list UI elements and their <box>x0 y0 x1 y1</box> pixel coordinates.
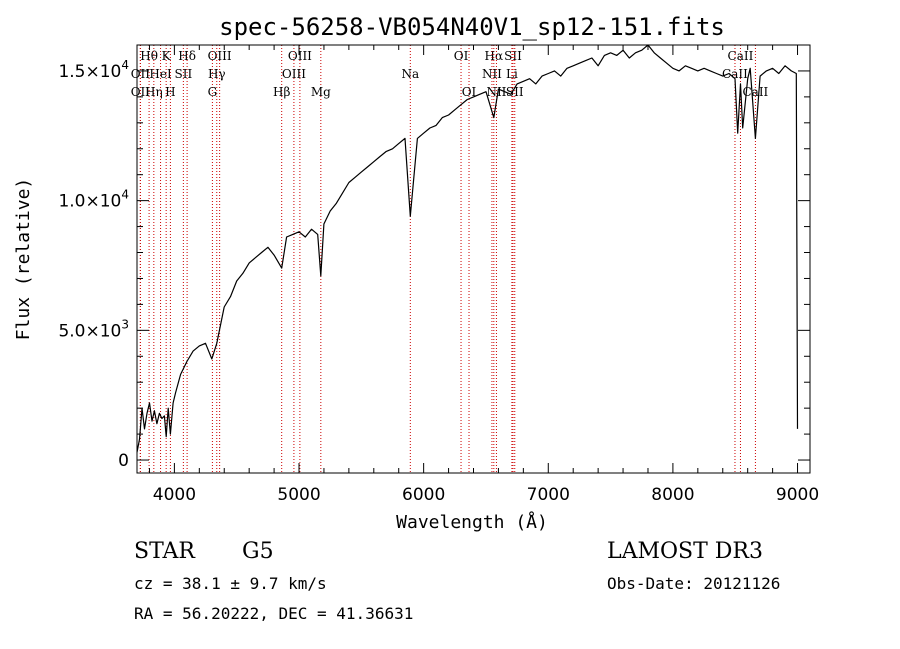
line-label: SII <box>504 49 522 63</box>
line-label: NII <box>482 67 502 81</box>
line-label: NII <box>486 85 506 99</box>
y-tick-label: 5.0×103 <box>58 317 129 341</box>
plot-frame <box>136 44 811 474</box>
chart-title: spec-56258-VB054N40V1_sp12-151.fits <box>219 13 725 41</box>
line-label: CaII <box>742 85 768 99</box>
line-label: OIII <box>208 49 232 63</box>
obs-date: Obs-Date: 20121126 <box>607 574 781 593</box>
survey-name: LAMOST DR3 <box>607 539 763 564</box>
line-label: OII <box>131 85 151 99</box>
y-tick-mantissa: 1.0×10 <box>58 192 121 212</box>
line-label: Hβ <box>273 85 290 99</box>
redshift-cz: cz = 38.1 ± 9.7 km/s <box>134 574 327 593</box>
line-label: OI <box>462 85 477 99</box>
line-label: Hη <box>145 85 163 99</box>
coordinates: RA = 56.20222, DEC = 41.36631 <box>134 604 414 623</box>
y-tick-label: 1.5×104 <box>58 58 129 82</box>
line-label: H <box>165 85 175 99</box>
line-label: K <box>162 49 172 63</box>
axis-ticks: 4000 5000 6000 7000 8000 900005.0×1031.0×1041… <box>58 45 819 505</box>
line-label: Na <box>401 67 419 81</box>
line-label: SII <box>506 85 524 99</box>
y-tick-mantissa: 0 <box>118 451 129 471</box>
object-class: STAR <box>134 539 195 564</box>
line-label: OI <box>454 49 469 63</box>
line-label: HeI <box>149 67 172 81</box>
line-label: Mg <box>311 85 331 99</box>
line-label: Hδ <box>178 49 196 63</box>
line-label: Hθ <box>140 49 158 63</box>
x-tick-label: 9000 <box>776 485 819 505</box>
y-tick-label: 0 <box>118 451 129 471</box>
x-tick-label: 4000 <box>153 485 196 505</box>
y-tick-exponent: 4 <box>121 188 129 202</box>
x-tick-label: 8000 <box>651 485 694 505</box>
line-label: OIII <box>282 67 306 81</box>
y-tick-mantissa: 5.0×10 <box>58 321 121 341</box>
line-label: CaII <box>728 49 754 63</box>
line-label: OIII <box>288 49 312 63</box>
line-label: Hγ <box>208 67 226 81</box>
y-tick-exponent: 3 <box>121 317 129 331</box>
line-label: Li <box>506 67 518 81</box>
line-label: G <box>208 85 218 99</box>
x-axis-label: Wavelength (Å) <box>396 511 548 533</box>
spectrum <box>136 44 799 453</box>
x-tick-label: 6000 <box>402 485 445 505</box>
line-label: Hα <box>485 49 504 63</box>
y-axis-label: Flux (relative) <box>13 178 34 341</box>
line-label: SII <box>175 67 193 81</box>
line-label: CaII <box>722 67 748 81</box>
x-tick-label: 5000 <box>277 485 320 505</box>
x-tick-label: 7000 <box>527 485 570 505</box>
y-tick-mantissa: 1.5×10 <box>58 62 121 82</box>
spectrum-line <box>136 44 799 453</box>
y-tick-label: 1.0×104 <box>58 188 129 212</box>
object-subclass: G5 <box>242 539 274 564</box>
y-tick-exponent: 4 <box>121 58 129 72</box>
